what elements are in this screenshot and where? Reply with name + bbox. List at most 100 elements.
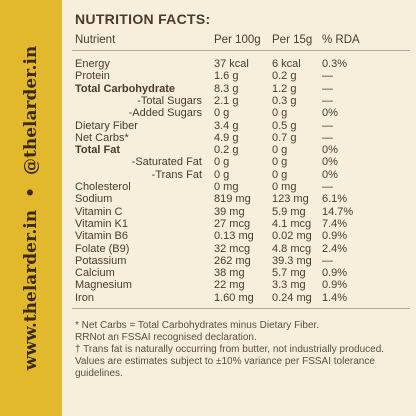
cell-value: 0 g xyxy=(214,156,230,169)
nutrient-name: Vitamin K1 xyxy=(75,217,128,230)
note: Values are estimates subject to ±10% var… xyxy=(75,356,375,379)
cell-value: 0% xyxy=(322,168,338,181)
cell-value: 27 mcg xyxy=(214,217,251,230)
cell-value: 3.4 g xyxy=(214,119,239,132)
cell-value: 1.2 g xyxy=(272,82,297,95)
cell-value: 0.3 g xyxy=(272,94,297,107)
notes: * Net Carbs = Total Carbohydrates minus … xyxy=(75,320,405,380)
table-row: Dietary Fiber 3.4 g 0.5 g — xyxy=(0,120,416,132)
cell-value: 0 mg xyxy=(214,181,239,193)
nutrient-name: Protein xyxy=(75,70,110,83)
cell-value: 39 mg xyxy=(214,205,245,218)
column-header: % RDA xyxy=(322,34,360,46)
nutrient-name: Total Carbohydrate xyxy=(75,82,176,95)
table-row: Iron 1.60 mg 0.24 mg 1.4% xyxy=(0,292,416,304)
cell-value: 123 mg xyxy=(272,193,309,206)
divider xyxy=(72,308,410,309)
cell-value: 0.9% xyxy=(322,279,348,292)
table-row: Sodium 819 mg 123 mg 6.1% xyxy=(0,193,416,205)
cell-value: 0 g xyxy=(214,168,230,181)
cell-value: 0% xyxy=(322,107,338,120)
note: RRNot an FSSAI recognised declaration. xyxy=(75,332,257,343)
nutrient-name: Iron xyxy=(75,291,94,304)
cell-value: — xyxy=(322,82,333,95)
header-row: Nutrient Per 100g Per 15g % RDA xyxy=(0,34,416,46)
cell-value: 5.7 mg xyxy=(272,267,306,280)
cell-value: 0 g xyxy=(214,107,230,120)
cell-value: 0 g xyxy=(272,168,288,181)
cell-value: 22 mg xyxy=(214,279,245,292)
table-row: Vitamin K1 27 mcg 4.1 mcg 7.4% xyxy=(0,218,416,230)
nutrient-name: Calcium xyxy=(75,267,115,280)
cell-value: 262 mg xyxy=(214,254,251,267)
cell-value: — xyxy=(322,119,333,132)
cell-value: 39.3 mg xyxy=(272,254,312,267)
nutrient-name: Folate (B9) xyxy=(75,242,130,255)
note: † Trans fat is naturally occurring from … xyxy=(75,344,385,355)
table-row: Cholesterol 0 mg 0 mg — xyxy=(0,181,416,193)
table-row: Total Fat 0.2 g 0 g 0% xyxy=(0,144,416,156)
note: * Net Carbs = Total Carbohydrates minus … xyxy=(75,320,320,331)
cell-value: 0.2 g xyxy=(214,144,239,157)
cell-value: 4.9 g xyxy=(214,131,239,144)
cell-value: 0.7 g xyxy=(272,131,297,144)
cell-value: 0 mg xyxy=(272,181,297,193)
cell-value: — xyxy=(322,254,333,267)
cell-value: 4.1 mcg xyxy=(272,217,312,230)
cell-value: 1.60 mg xyxy=(214,291,254,304)
table-row: Energy 37 kcal 6 kcal 0.3% xyxy=(0,58,416,70)
cell-value: 37 kcal xyxy=(214,58,249,70)
table-row: Magnesium 22 mg 3.3 mg 0.9% xyxy=(0,279,416,291)
nutrient-name: Energy xyxy=(75,58,110,70)
table-row: Net Carbs* 4.9 g 0.7 g — xyxy=(0,132,416,144)
table-row: Folate (B9) 32 mcg 4.8 mcg 2.4% xyxy=(0,243,416,255)
table-row: Calcium 38 mg 5.7 mg 0.9% xyxy=(0,267,416,279)
table-row: -Saturated Fat 0 g 0 g 0% xyxy=(0,156,416,168)
nutrient-name: Cholesterol xyxy=(75,181,131,193)
cell-value: 1.4% xyxy=(322,291,348,304)
table-row: -Trans Fat 0 g 0 g 0% xyxy=(0,169,416,181)
cell-value: 0% xyxy=(322,144,338,157)
table-row: Potassium 262 mg 39.3 mg — xyxy=(0,255,416,267)
nutrient-name: Net Carbs* xyxy=(75,131,129,144)
table-row: -Added Sugars 0 g 0 g 0% xyxy=(0,107,416,119)
column-header: Per 100g xyxy=(214,34,261,46)
cell-value: 14.7% xyxy=(322,205,354,218)
table-row: Vitamin C 39 mg 5.9 mg 14.7% xyxy=(0,206,416,218)
cell-value: 3.3 mg xyxy=(272,279,306,292)
nutrient-name: Potassium xyxy=(75,254,127,267)
cell-value: — xyxy=(322,131,333,144)
cell-value: 0.3% xyxy=(322,58,348,70)
cell-value: 0 g xyxy=(272,156,288,169)
nutrient-name: Vitamin C xyxy=(75,205,123,218)
cell-value: 32 mcg xyxy=(214,242,251,255)
nutrient-name: Dietary Fiber xyxy=(75,119,138,132)
nutrient-name: Vitamin B6 xyxy=(75,230,128,243)
table-row: -Total Sugars 2.1 g 0.3 g — xyxy=(0,95,416,107)
column-header: Nutrient xyxy=(75,34,116,46)
cell-value: 5.9 mg xyxy=(272,205,306,218)
nutrient-name: Magnesium xyxy=(75,279,132,292)
nutrient-name: Sodium xyxy=(75,193,113,206)
cell-value: 0.13 mg xyxy=(214,230,254,243)
nutrient-name: -Saturated Fat xyxy=(131,156,202,169)
table-row: Total Carbohydrate 8.3 g 1.2 g — xyxy=(0,83,416,95)
nutrient-name: Total Fat xyxy=(75,144,121,157)
cell-value: 4.8 mcg xyxy=(272,242,312,255)
table-row: Vitamin B6 0.13 mg 0.02 mg 0.9% xyxy=(0,230,416,242)
cell-value: 0.02 mg xyxy=(272,230,312,243)
cell-value: 6.1% xyxy=(322,193,348,206)
title: NUTRITION FACTS: xyxy=(75,11,211,27)
nutrient-name: -Trans Fat xyxy=(151,168,202,181)
cell-value: 2.4% xyxy=(322,242,348,255)
column-header: Per 15g xyxy=(272,34,313,46)
cell-value: 1.6 g xyxy=(214,70,239,83)
cell-value: 0 g xyxy=(272,144,288,157)
cell-value: 0.5 g xyxy=(272,119,297,132)
nutrient-name: -Total Sugars xyxy=(137,94,202,107)
cell-value: 0.24 mg xyxy=(272,291,312,304)
cell-value: 0.9% xyxy=(322,230,348,243)
cell-value: 0.9% xyxy=(322,267,348,280)
cell-value: 0% xyxy=(322,156,338,169)
